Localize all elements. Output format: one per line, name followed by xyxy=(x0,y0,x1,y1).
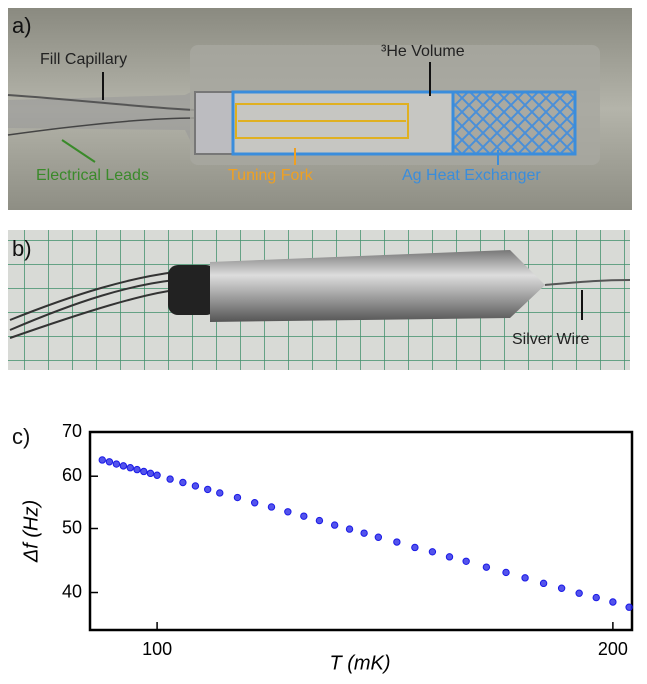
data-point xyxy=(250,499,259,507)
annotation: ³He Volume xyxy=(381,43,465,60)
data-point xyxy=(521,574,529,582)
data-point xyxy=(233,493,242,502)
data-point xyxy=(315,516,324,525)
data-point xyxy=(345,525,354,533)
data-point xyxy=(140,467,148,476)
data-point xyxy=(153,471,161,479)
y-tick-label: 40 xyxy=(62,581,82,601)
plot-frame xyxy=(88,430,634,632)
data-point xyxy=(191,482,200,490)
annotation: Tuning Fork xyxy=(228,167,314,184)
data-point xyxy=(133,465,141,474)
data-point xyxy=(592,593,600,602)
annotation: Ag Heat Exchanger xyxy=(402,167,541,184)
data-point xyxy=(112,460,121,468)
data-point xyxy=(539,579,548,588)
data-point xyxy=(557,584,566,592)
data-point xyxy=(609,598,617,606)
y-axis-label: Δf (Hz) xyxy=(20,500,42,563)
data-point xyxy=(179,478,187,487)
data-point xyxy=(267,503,276,511)
data-point xyxy=(284,508,292,516)
photo-b xyxy=(8,230,631,370)
y-tick-label: 70 xyxy=(62,421,82,441)
panel-label: b) xyxy=(12,236,32,261)
data-point xyxy=(146,469,155,478)
data-point xyxy=(105,458,114,466)
data-point xyxy=(428,548,437,556)
data-point xyxy=(126,464,134,472)
data-point xyxy=(216,489,224,497)
panel-label: c) xyxy=(12,424,30,449)
data-point xyxy=(393,538,401,546)
data-point xyxy=(204,485,212,494)
data-point xyxy=(411,543,419,552)
data-point xyxy=(575,589,583,597)
x-tick-label: 200 xyxy=(598,639,628,659)
annotation: Fill Capillary xyxy=(40,51,127,68)
x-tick-label: 100 xyxy=(142,639,172,659)
data-point xyxy=(502,568,510,577)
photo-a xyxy=(7,8,632,210)
data-point xyxy=(445,553,454,561)
panel-label: a) xyxy=(12,13,32,38)
data-point xyxy=(625,603,633,611)
y-tick-label: 60 xyxy=(62,465,82,485)
annotation: Electrical Leads xyxy=(36,167,149,184)
data-point xyxy=(360,529,368,537)
x-axis-label: T (mK) xyxy=(329,652,390,674)
data-point xyxy=(482,563,491,571)
annotation: Silver Wire xyxy=(512,331,589,348)
data-point xyxy=(119,462,128,470)
data-point xyxy=(166,475,174,483)
data-point xyxy=(330,521,339,529)
y-tick-label: 50 xyxy=(62,517,82,537)
data-point xyxy=(462,557,470,565)
data-point xyxy=(374,533,383,541)
data-point xyxy=(300,512,308,520)
data-point xyxy=(98,456,106,464)
